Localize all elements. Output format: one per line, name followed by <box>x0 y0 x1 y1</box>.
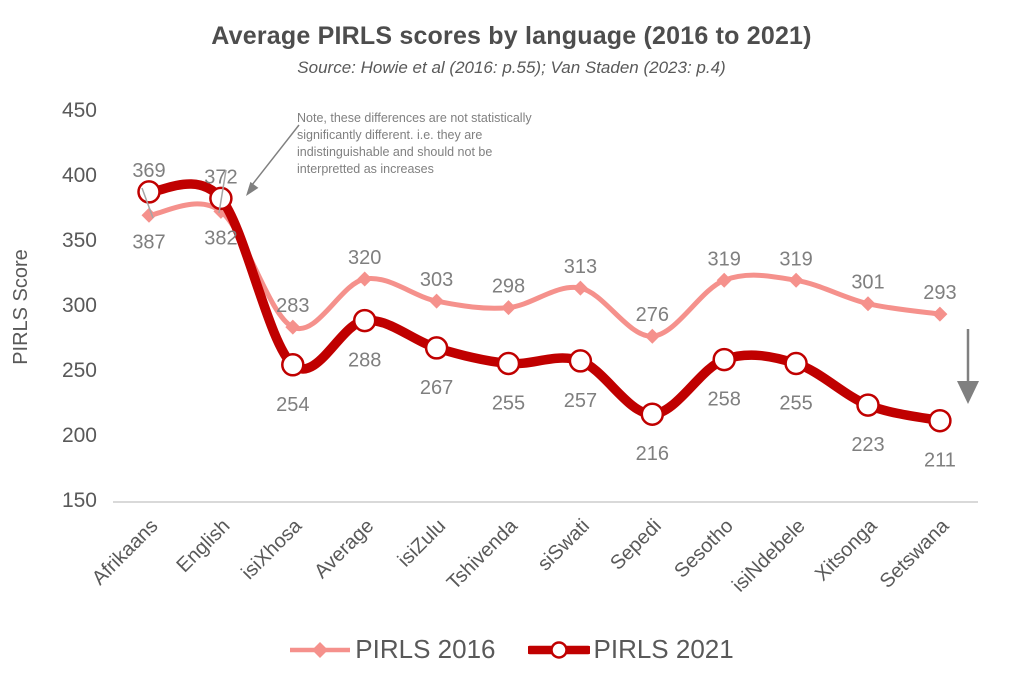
x-axis-label: isiNdebele <box>728 515 810 597</box>
data-point-circle-pirls-2021 <box>784 351 808 376</box>
data-label-pirls-2016: 298 <box>492 276 525 298</box>
y-tick-label: 450 <box>62 99 97 122</box>
series-line-pirls-2021 <box>144 179 945 426</box>
y-tick-label: 200 <box>62 424 97 447</box>
legend: PIRLS 2016 PIRLS 2021 <box>0 634 1023 665</box>
x-axis-label: Afrikaans <box>88 515 163 590</box>
data-point-diamond-pirls-2016 <box>357 271 373 287</box>
data-point-circle-pirls-2021 <box>928 408 952 433</box>
annotation-arrow-line <box>251 124 300 186</box>
pirls-2016-legend-marker <box>290 641 351 658</box>
data-label-pirls-2021: 211 <box>924 450 956 472</box>
data-label-pirls-2021: 254 <box>276 394 309 416</box>
data-label-pirls-2021: 288 <box>348 350 381 372</box>
data-point-diamond-pirls-2016 <box>788 272 804 288</box>
legend-label-pirls-2021: PIRLS 2021 <box>593 634 734 664</box>
data-point-diamond-pirls-2016 <box>429 293 445 309</box>
y-tick-label: 350 <box>62 229 97 252</box>
data-label-pirls-2021: 267 <box>420 377 453 399</box>
data-label-pirls-2021: 382 <box>204 227 237 249</box>
data-label-pirls-2016: 319 <box>708 248 741 270</box>
data-point-diamond-pirls-2016 <box>501 300 516 316</box>
data-point-circle-pirls-2021 <box>856 393 880 417</box>
data-label-pirls-2021: 255 <box>779 393 812 415</box>
data-point-circle-pirls-2021 <box>568 349 593 373</box>
data-label-pirls-2021: 258 <box>708 389 741 411</box>
data-label-pirls-2016: 303 <box>420 269 453 291</box>
data-point-diamond-pirls-2016 <box>644 328 660 344</box>
y-tick-label: 150 <box>62 489 97 512</box>
y-axis-title: PIRLS Score <box>10 249 32 365</box>
data-label-pirls-2021: 223 <box>851 434 884 456</box>
data-point-circle-pirls-2021 <box>640 402 665 426</box>
x-axis-label: Setswana <box>876 514 954 592</box>
x-axis-label: Xitsonga <box>811 514 882 585</box>
x-axis-label: English <box>172 515 234 577</box>
chart-subtitle: Source: Howie et al (2016: p.55); Van St… <box>297 58 726 77</box>
data-label-pirls-2016: 320 <box>348 247 381 269</box>
data-label-pirls-2016: 283 <box>276 295 309 317</box>
pirls-2021-legend-marker <box>527 640 590 659</box>
label-leader-line <box>218 169 227 214</box>
data-label-pirls-2016: 319 <box>779 248 812 270</box>
data-point-circle-pirls-2021 <box>281 353 305 377</box>
data-point-circle-pirls-2021 <box>137 180 161 204</box>
data-label-pirls-2021: 257 <box>564 390 597 412</box>
data-point-circle-pirls-2021 <box>424 336 449 360</box>
x-axis-label: Average <box>310 515 378 583</box>
x-axis-label: Sesotho <box>670 515 737 582</box>
data-point-circle-pirls-2021 <box>352 308 377 333</box>
annotation-arrow-head-icon <box>246 181 259 196</box>
data-label-pirls-2016: 369 <box>132 160 165 182</box>
data-point-diamond-pirls-2016 <box>285 319 301 335</box>
data-label-pirls-2021: 216 <box>636 443 669 465</box>
x-axis-label: siSwati <box>534 515 594 575</box>
data-label-pirls-2016: 293 <box>923 282 956 304</box>
annotation-note: Note, these differences are not statisti… <box>297 111 532 176</box>
decline-arrow-head-icon <box>957 381 979 404</box>
data-point-diamond-pirls-2016 <box>716 272 732 288</box>
pirls-2016-legend-diamond-icon <box>312 641 329 658</box>
data-point-diamond-pirls-2016 <box>572 280 588 296</box>
data-label-pirls-2016: 372 <box>204 166 237 188</box>
data-point-diamond-pirls-2016 <box>141 207 157 223</box>
x-axis-label: isiXhosa <box>237 514 307 584</box>
x-axis-label: isiZulu <box>394 515 450 571</box>
data-point-circle-pirls-2021 <box>712 347 736 372</box>
data-label-pirls-2021: 387 <box>132 231 165 253</box>
pirls-2021-legend-circle-icon <box>549 640 568 659</box>
legend-item-pirls-2021: PIRLS 2021 <box>527 634 734 665</box>
data-point-diamond-pirls-2016 <box>932 306 948 322</box>
y-tick-label: 300 <box>62 294 97 317</box>
legend-item-pirls-2016: PIRLS 2016 <box>289 634 496 665</box>
y-tick-label: 250 <box>62 359 97 382</box>
x-axis-label: Sepedi <box>606 515 666 575</box>
data-point-diamond-pirls-2016 <box>860 296 876 312</box>
label-leader-line <box>141 187 154 219</box>
data-label-pirls-2016: 276 <box>636 304 669 326</box>
x-axis-label: Tshivenda <box>443 514 523 594</box>
y-tick-label: 400 <box>62 164 97 187</box>
chart-title: Average PIRLS scores by language (2016 t… <box>211 22 812 50</box>
data-label-pirls-2016: 301 <box>851 272 884 294</box>
data-point-circle-pirls-2021 <box>496 351 521 376</box>
legend-label-pirls-2016: PIRLS 2016 <box>355 634 496 664</box>
data-label-pirls-2021: 255 <box>492 393 525 415</box>
data-label-pirls-2016: 313 <box>564 256 597 278</box>
